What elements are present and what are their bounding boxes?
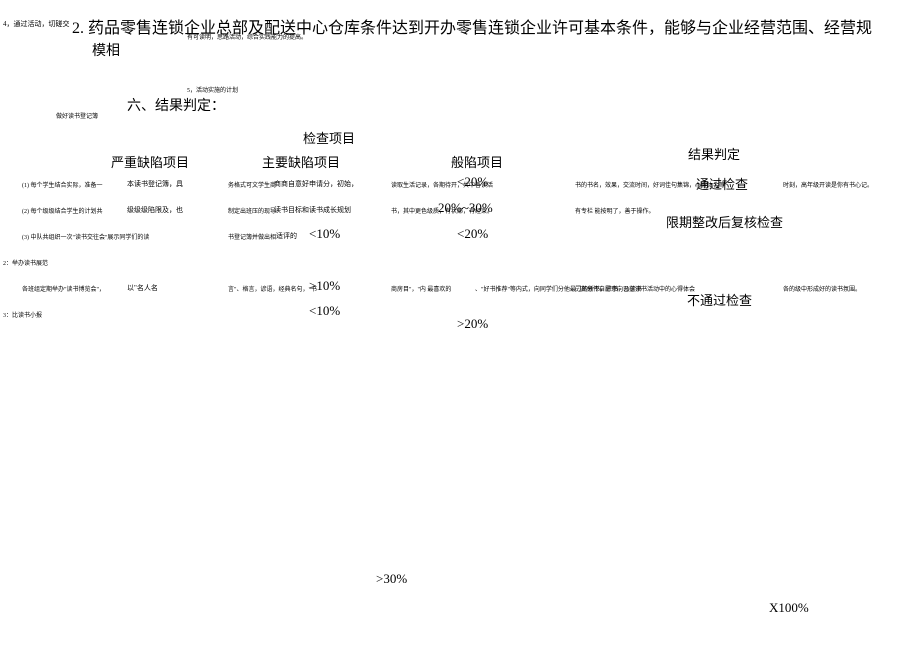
r4c3: 言"、格言，谚语，经典名句，"书 — [228, 284, 317, 293]
r3c5: <20% — [457, 226, 488, 242]
r4c7: 门部分传自愿意向已在读书活动中的心得体会 — [575, 284, 695, 293]
r2c7: 有专栏 能按明了，善于操作。 — [575, 206, 655, 215]
mo-xiang: 模相 — [92, 40, 120, 60]
r5c1: <10% — [309, 303, 340, 319]
r2c2: 级级级陷限及，也 — [127, 205, 183, 215]
section6-title: 六、结果判定： — [127, 95, 225, 115]
num5-label: 5，活动实施的计划 — [187, 85, 238, 94]
r4c1: 各班组定期举办"读书博览会"， — [22, 284, 105, 293]
r3c2: 书登记簿并做出相 — [228, 232, 276, 241]
small2: 做好读书登记簿 — [56, 111, 98, 120]
r1c8: 通过检查 — [696, 174, 748, 193]
r1c4: 商商自意好申请分，初始， — [274, 179, 358, 189]
col-serious: 严重缺陷项目 — [111, 152, 189, 171]
r4c5: 商房目"，"内 最喜欢的 — [391, 284, 451, 293]
col-general: 般陷项目 — [451, 152, 503, 171]
r4c4: >10% — [309, 278, 340, 294]
col-result: 结果判定 — [688, 144, 740, 163]
col-main: 主要缺陷项目 — [262, 152, 340, 171]
r2c4: 读书目标和读书成长规划 — [274, 205, 351, 215]
r4c9: 不通过检查 — [687, 290, 752, 309]
r2c3: 制定出班压的现导 — [228, 206, 276, 215]
r3c4: <10% — [309, 226, 340, 242]
r1c1: (1) 每个学生结合实际，准备一 — [22, 180, 103, 189]
r1c3: 务格式可文学生商 — [228, 180, 276, 189]
num4-label: 4，通过活动，切磋交 — [3, 19, 70, 29]
r2c8: 限期整改后复核检查 — [666, 212, 783, 231]
r2c6: 20%~30% — [438, 200, 493, 216]
col-check-item: 检查项目 — [303, 128, 355, 147]
r1c6: <20% — [457, 174, 488, 190]
r4c8: 各的级中形成好的读书氛围。 — [783, 284, 861, 293]
r4c2: 以"名人名 — [127, 283, 158, 293]
section2-title: 2：举办读书展范 — [3, 258, 48, 267]
bottom-val1: >30% — [376, 571, 407, 587]
r2c1: (2) 每个级级结合学生的计划共 — [22, 206, 103, 215]
header-small1: 有可读明，思路活动，综合实践能力的提高。 — [187, 32, 307, 41]
r1c9: 时刻，高年级开读是你有书心记。 — [783, 180, 873, 189]
r5c2: >20% — [457, 316, 488, 332]
r3c3: 适评的 — [276, 231, 297, 241]
section3-title: 3：比读书小报 — [3, 310, 42, 319]
r1c2: 本读书登记簿，具 — [127, 179, 183, 189]
r3c1: (3) 中队共组织一次"读书交往会"展示同学们的读 — [22, 232, 149, 241]
bottom-val2: X100% — [769, 600, 809, 616]
